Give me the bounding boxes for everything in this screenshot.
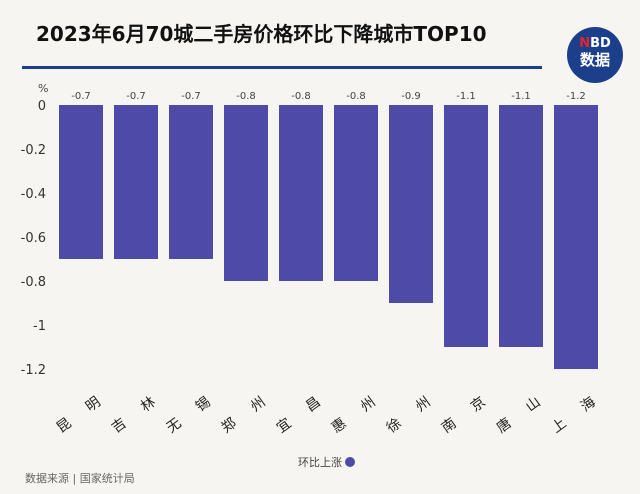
data-label: -0.8: [291, 91, 311, 102]
y-tick-label: -0.6: [21, 231, 46, 246]
nbd-logo: NBD 数据: [567, 27, 623, 83]
bar: [444, 105, 488, 347]
legend[interactable]: 环比上涨: [298, 454, 355, 470]
chart-title: 2023年6月70城二手房价格环比下降城市TOP10: [36, 22, 487, 46]
bar: [334, 105, 378, 281]
legend-label: 环比上涨: [298, 456, 342, 469]
y-tick-label: -1.2: [21, 363, 46, 378]
data-label: -0.8: [236, 91, 256, 102]
y-unit-label: %: [38, 82, 48, 95]
title-underline: [22, 66, 542, 69]
y-tick-label: -0.8: [21, 275, 46, 290]
data-label: -0.8: [346, 91, 366, 102]
bar: [554, 105, 598, 369]
data-label: -0.9: [401, 91, 421, 102]
data-label: -0.7: [71, 91, 91, 102]
data-label: -1.1: [456, 91, 476, 102]
bar: [499, 105, 543, 347]
y-tick-label: -0.4: [21, 187, 46, 202]
data-label: -1.1: [511, 91, 531, 102]
bar: [279, 105, 323, 281]
data-label: -0.7: [181, 91, 201, 102]
y-tick-label: -0.2: [21, 143, 46, 158]
data-label: -0.7: [126, 91, 146, 102]
bar: [114, 105, 158, 259]
bar: [169, 105, 213, 259]
bar: [59, 105, 103, 259]
y-tick-label: -1: [33, 319, 46, 334]
bar: [224, 105, 268, 281]
bar: [389, 105, 433, 303]
data-label: -1.2: [566, 91, 586, 102]
y-tick-label: 0: [38, 99, 46, 114]
source-note: 数据来源 | 国家统计局: [25, 472, 135, 485]
legend-marker: [345, 457, 355, 467]
